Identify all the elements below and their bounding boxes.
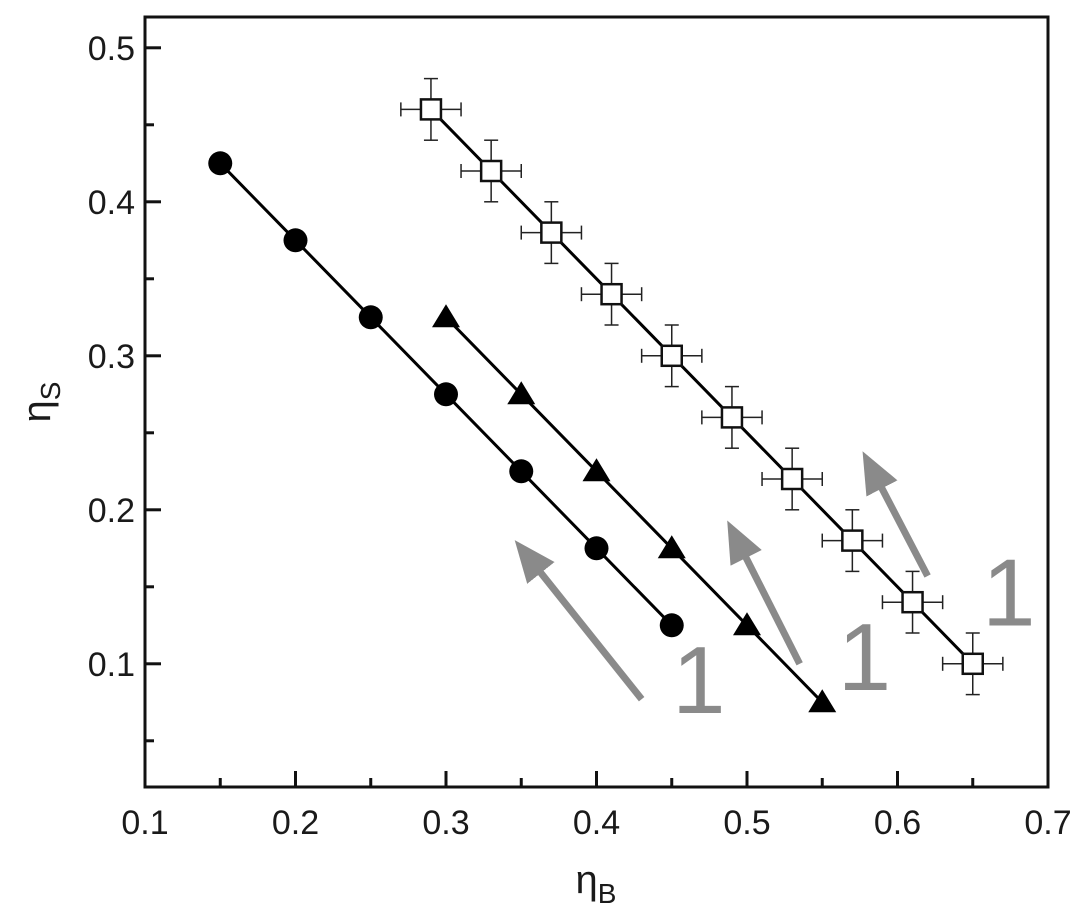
- data-point-circle: [208, 151, 233, 176]
- data-point-square: [961, 652, 984, 676]
- data-point-triangle: [808, 689, 837, 713]
- series-line: [444, 316, 824, 704]
- data-point-square: [419, 98, 443, 121]
- data-point-circle: [358, 305, 383, 330]
- annotation-label: 1: [838, 604, 891, 711]
- data-point-circle: [659, 613, 684, 638]
- data-point-circle: [509, 459, 534, 484]
- annotations: 1 11: [514, 451, 1036, 734]
- plot-frame: [143, 15, 1050, 789]
- x-tick-label: 0.2: [272, 804, 319, 842]
- y-tick-label: 0.2: [88, 492, 135, 530]
- y-tick-label: 0.5: [88, 30, 135, 68]
- data-point-square: [660, 344, 683, 368]
- y-tick-label: 0.4: [88, 184, 135, 222]
- annotation-label: 1: [982, 539, 1035, 646]
- y-axis-label: ηS: [15, 382, 66, 423]
- y-axis-ticks: 0.1 0.2 0.3 0.4 0.5: [88, 30, 161, 743]
- y-tick-label: 0.1: [88, 646, 135, 684]
- x-tick-label: 0.3: [422, 804, 469, 842]
- series-line: [429, 108, 974, 665]
- data-point-square: [600, 282, 623, 306]
- data-point-square: [780, 467, 804, 491]
- x-tick-label: 0.1: [121, 804, 168, 842]
- data-point-triangle: [733, 612, 761, 636]
- annotation-arrow: [514, 540, 645, 702]
- data-point-square: [720, 406, 744, 429]
- data-point-circle: [283, 228, 308, 253]
- data-point-circle: [434, 382, 458, 407]
- annotation-label: 1: [672, 627, 725, 734]
- data-point-triangle: [432, 304, 460, 328]
- x-tick-label: 0.6: [874, 804, 921, 842]
- y-tick-label: 0.3: [88, 338, 135, 376]
- series-layer: [208, 77, 1004, 713]
- annotation-arrow: [727, 520, 803, 666]
- data-point-triangle: [657, 535, 686, 559]
- data-point-square: [540, 221, 563, 244]
- x-tick-label: 0.7: [1024, 804, 1071, 842]
- data-point-triangle: [582, 458, 611, 482]
- data-point-square: [841, 529, 864, 552]
- x-tick-label: 0.5: [723, 804, 770, 842]
- x-axis-label: ηB: [576, 858, 617, 909]
- data-point-square: [479, 159, 503, 183]
- annotation-arrow: [862, 451, 931, 578]
- x-tick-label: 0.4: [573, 804, 620, 842]
- data-point-circle: [584, 536, 609, 561]
- x-axis-ticks: 0.1 0.2 0.3 0.4 0.5 0.6 0.7: [121, 771, 1072, 842]
- data-point-triangle: [507, 381, 536, 405]
- data-point-square: [901, 590, 924, 614]
